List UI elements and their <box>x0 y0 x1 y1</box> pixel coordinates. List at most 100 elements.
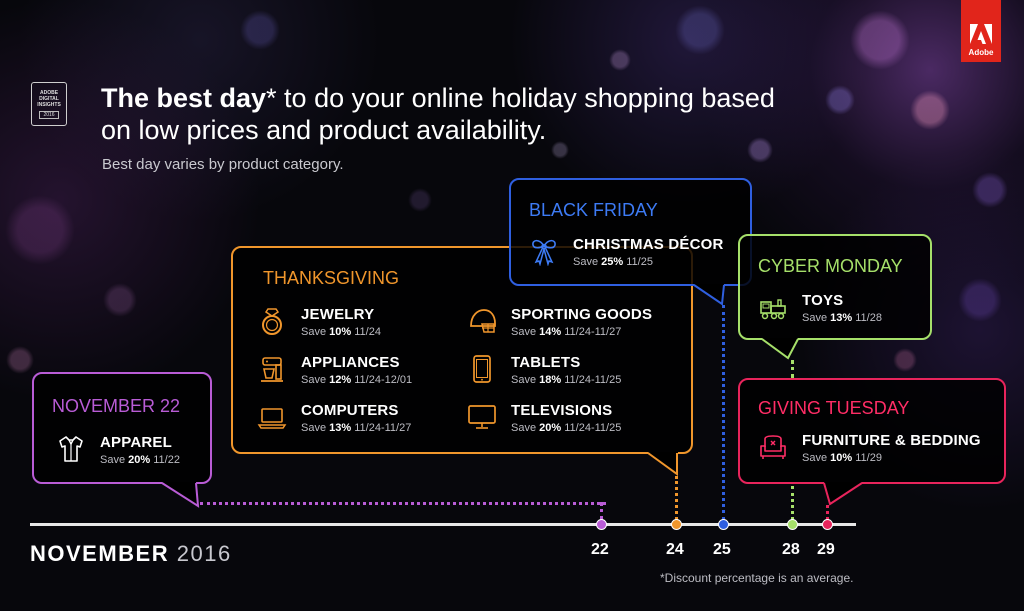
connector-cyber-monday <box>791 360 794 378</box>
mixer-icon <box>261 357 283 382</box>
shirt-icon <box>59 436 83 462</box>
save-dates: 11/22 <box>153 454 180 466</box>
timeline-dot-24 <box>671 519 682 530</box>
timeline-month: NOVEMBER 2016 <box>30 541 232 567</box>
category-savings: Save 10% 11/29 <box>802 452 882 464</box>
category-savings: Save 10% 11/24 <box>301 326 381 338</box>
callout-tail <box>761 338 799 360</box>
category-savings: Save 12% 11/24-12/01 <box>301 374 412 386</box>
timeline-axis <box>30 523 856 526</box>
connector-nov22-drop <box>600 502 603 520</box>
badge-line: ADOBE <box>39 89 59 96</box>
category-savings: Save 20% 11/24-11/25 <box>511 422 621 434</box>
save-label: Save <box>573 256 599 268</box>
category-name: APPLIANCES <box>301 354 400 371</box>
save-percent: 14% <box>539 326 562 338</box>
save-dates: 11/29 <box>855 452 882 464</box>
save-dates: 11/24-12/01 <box>354 374 413 386</box>
ring-icon <box>262 308 282 335</box>
callout-tail <box>647 452 678 476</box>
timeline-dot-29 <box>822 519 833 530</box>
connector-nov22 <box>200 502 606 505</box>
callout-tail <box>161 482 200 508</box>
save-label: Save <box>802 312 828 324</box>
save-percent: 13% <box>329 422 352 434</box>
armchair-icon <box>760 435 786 459</box>
save-dates: 11/24-11/25 <box>564 422 622 434</box>
save-percent: 18% <box>539 374 562 386</box>
callout-title: NOVEMBER 22 <box>52 396 181 416</box>
giving-tuesday-callout: GIVING TUESDAY FURNITURE & BEDDING Save … <box>738 378 1006 484</box>
save-label: Save <box>100 454 126 466</box>
toy-train-icon <box>760 299 786 320</box>
save-dates: 11/24-11/25 <box>564 374 622 386</box>
tablet-icon <box>473 355 491 383</box>
category-savings: Save 13% 11/28 <box>802 312 882 324</box>
callout-title: CYBER MONDAY <box>758 256 903 276</box>
digital-insights-badge: ADOBE DIGITAL INSIGHTS 2016 <box>31 82 67 126</box>
connector-thanksgiving <box>675 476 678 520</box>
category-savings: Save 18% 11/24-11/25 <box>511 374 621 386</box>
timeline-day-label: 22 <box>591 541 609 558</box>
category-name: COMPUTERS <box>301 402 399 419</box>
category-savings: Save 25% 11/25 <box>573 256 653 268</box>
month-name: NOVEMBER <box>30 541 170 566</box>
save-percent: 10% <box>329 326 352 338</box>
badge-year: 2016 <box>39 110 59 119</box>
save-dates: 11/25 <box>626 256 653 268</box>
save-label: Save <box>301 374 327 386</box>
save-dates: 11/24 <box>354 326 381 338</box>
callout-tail <box>823 482 863 506</box>
thanksgiving-callout: THANKSGIVING JEWELRY Save 10% 11/24 APPL… <box>231 246 693 454</box>
connector-giving-tuesday <box>826 505 829 520</box>
callout-title: BLACK FRIDAY <box>529 200 658 220</box>
save-percent: 10% <box>830 452 853 464</box>
save-percent: 13% <box>830 312 853 324</box>
category-name: TABLETS <box>511 354 581 371</box>
category-name: TOYS <box>802 292 844 309</box>
laptop-icon <box>257 408 287 429</box>
category-name: APPAREL <box>100 434 172 451</box>
timeline-dot-28 <box>787 519 798 530</box>
save-dates: 11/24-11/27 <box>564 326 622 338</box>
callout-title: THANKSGIVING <box>263 268 400 288</box>
category-name: SPORTING GOODS <box>511 306 653 323</box>
category-savings: Save 13% 11/24-11/27 <box>301 422 411 434</box>
category-name: TELEVISIONS <box>511 402 613 419</box>
category-savings: Save 14% 11/24-11/27 <box>511 326 621 338</box>
save-label: Save <box>301 326 327 338</box>
save-label: Save <box>511 374 537 386</box>
headline-line2: on low prices and product availability. <box>101 115 547 145</box>
save-label: Save <box>511 422 537 434</box>
adobe-logo-text: Adobe <box>968 48 994 57</box>
cyber-monday-callout: CYBER MONDAY TOYS Save 13% 11/28 <box>738 234 932 340</box>
bow-icon <box>532 239 556 266</box>
callout-title: GIVING TUESDAY <box>758 398 910 418</box>
save-dates: 11/24-11/27 <box>354 422 412 434</box>
badge-line: DIGITAL <box>39 95 59 102</box>
november-22-callout: NOVEMBER 22 APPAREL Save 20% 11/22 <box>32 372 212 484</box>
timeline-day-label: 28 <box>782 541 800 558</box>
save-percent: 12% <box>329 374 352 386</box>
save-label: Save <box>802 452 828 464</box>
save-label: Save <box>301 422 327 434</box>
month-year: 2016 <box>176 541 232 566</box>
category-name: FURNITURE & BEDDING <box>802 432 981 449</box>
save-percent: 25% <box>601 256 624 268</box>
tv-icon <box>468 405 496 429</box>
callout-tail <box>693 284 725 306</box>
category-name: JEWELRY <box>301 306 375 323</box>
timeline-day-label: 29 <box>817 541 835 558</box>
subhead: Best day varies by product category. <box>102 156 344 173</box>
helmet-icon <box>470 309 496 333</box>
timeline-day-label: 24 <box>666 541 684 558</box>
timeline-dot-22 <box>596 519 607 530</box>
adobe-logo: Adobe <box>961 0 1001 62</box>
timeline-dot-25 <box>718 519 729 530</box>
headline: The best day* to do your online holiday … <box>101 82 861 146</box>
connector-cyber-monday-lower <box>791 486 794 520</box>
save-percent: 20% <box>539 422 562 434</box>
save-percent: 20% <box>128 454 151 466</box>
category-name: CHRISTMAS DÉCOR <box>573 236 724 253</box>
category-savings: Save 20% 11/22 <box>100 454 180 466</box>
